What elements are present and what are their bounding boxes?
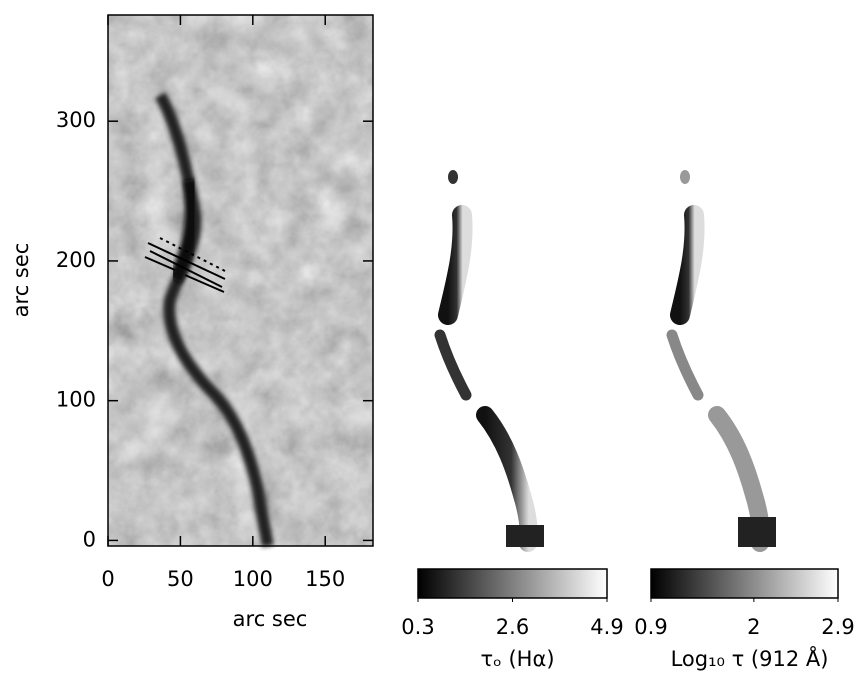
log-tau-map — [666, 170, 776, 552]
colorbar-tick-label: 2.9 — [821, 615, 854, 639]
colorbar — [417, 568, 608, 599]
filament-core — [168, 178, 200, 284]
x-tick-label: 50 — [167, 567, 194, 591]
colorbar-tick-label: 2.6 — [496, 615, 529, 639]
x-tick-label: 0 — [101, 567, 114, 591]
y-tick-label: 0 — [83, 527, 96, 551]
colorbar-tick-label: 0.9 — [634, 615, 667, 639]
x-axis-label: arc sec — [233, 607, 308, 631]
colorbar-tick-label: 4.9 — [590, 615, 623, 639]
colorbar-label: τₒ (Hα) — [480, 647, 554, 671]
y-tick-label: 100 — [56, 388, 96, 412]
colorbar-label: Log₁₀ τ (912 Å) — [671, 645, 829, 671]
tau-map — [434, 170, 544, 552]
slit-lines — [144, 237, 226, 293]
colorbar-tick-label: 0.3 — [401, 615, 434, 639]
axes-frame — [107, 14, 374, 547]
colorbar — [650, 568, 839, 599]
image-panel — [108, 15, 373, 548]
image-background — [108, 15, 373, 546]
colorbar-tick-label: 2 — [747, 615, 760, 639]
y-tick-label: 300 — [56, 108, 96, 132]
y-axis-label: arc sec — [9, 243, 33, 318]
x-tick-label: 100 — [233, 567, 273, 591]
x-tick-label: 150 — [305, 567, 345, 591]
y-tick-label: 200 — [56, 248, 96, 272]
